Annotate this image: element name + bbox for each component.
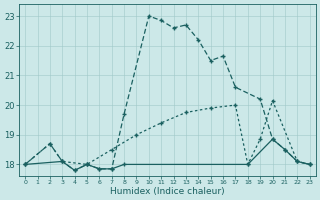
X-axis label: Humidex (Indice chaleur): Humidex (Indice chaleur) — [110, 187, 225, 196]
